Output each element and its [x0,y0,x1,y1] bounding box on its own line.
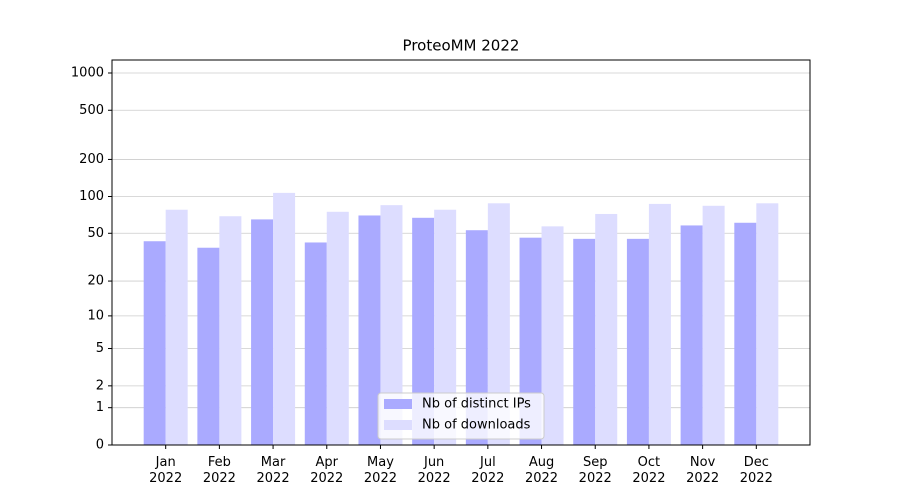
bar [412,217,435,445]
x-tick-label: Feb 2022 [203,455,236,486]
x-tick-label: Jan 2022 [149,455,182,486]
x-tick-label: Apr 2022 [310,455,343,486]
chart-title: ProteoMM 2022 [403,37,520,55]
bar [358,215,381,445]
legend-label: Nb of downloads [422,418,531,433]
bar [465,230,488,445]
y-tick-label: 100 [79,189,104,204]
bar [702,205,725,445]
legend-swatch [384,420,412,430]
x-tick-label: May 2022 [364,455,397,486]
legend-label: Nb of distinct IPs [422,397,531,412]
plot-frame [111,59,811,446]
bar [541,226,564,445]
x-tick-label: Nov 2022 [686,455,719,486]
bar [197,247,220,445]
bar [143,241,166,445]
bar [219,216,242,445]
y-tick-label: 5 [96,341,104,356]
bar [273,192,296,445]
y-tick-label: 1 [96,400,104,415]
bar [648,203,671,445]
y-tick-label: 50 [87,226,104,241]
x-tick-label: Dec 2022 [740,455,773,486]
bar [304,242,327,445]
bar [595,213,618,445]
x-tick-label: Mar 2022 [257,455,290,486]
y-tick-label: 1000 [71,65,104,80]
y-tick-label: 0 [96,438,104,453]
bar [487,203,510,445]
y-tick-label: 2 [96,378,104,393]
x-tick-label: Jul 2022 [471,455,504,486]
bar [680,225,703,445]
x-tick-label: Sep 2022 [579,455,612,486]
bar [756,203,779,445]
legend-swatch [384,399,412,409]
bar [326,211,349,445]
y-tick-label: 10 [87,308,104,323]
y-tick-label: 200 [79,152,104,167]
bar [165,209,188,445]
bar [380,205,403,445]
bar [251,219,274,445]
x-tick-label: Jun 2022 [418,455,451,486]
legend-box [377,392,545,440]
x-tick-label: Aug 2022 [525,455,558,486]
bar [626,238,649,445]
x-tick-label: Oct 2022 [632,455,665,486]
bar [434,209,457,445]
y-tick-label: 500 [79,103,104,118]
bar [573,238,596,445]
y-tick-label: 20 [87,274,104,289]
bar [734,222,757,445]
